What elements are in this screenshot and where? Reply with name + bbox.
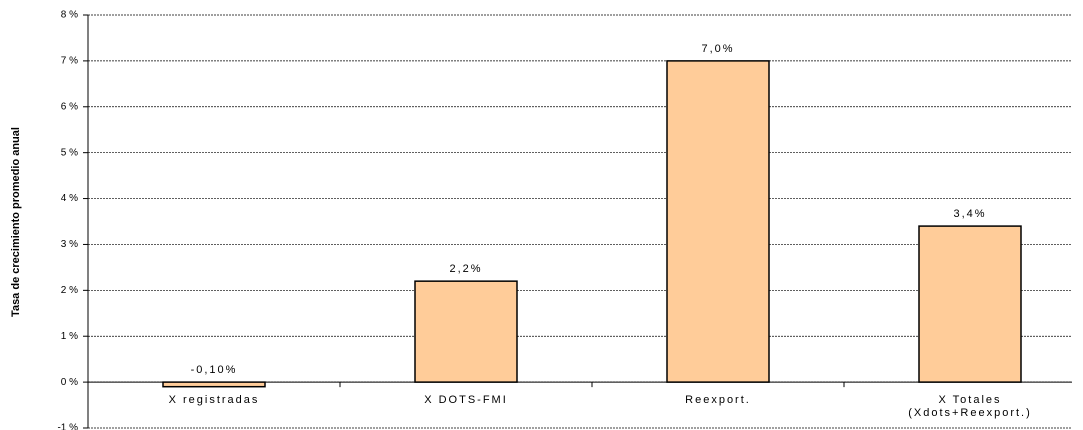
bar — [918, 225, 1022, 383]
value-label: 7,0% — [701, 43, 734, 55]
bar — [414, 280, 518, 383]
bar — [666, 60, 770, 383]
x-tick-label: Reexport. — [685, 394, 751, 406]
y-tick-label: 4 % — [61, 193, 78, 204]
y-tick-label: 5 % — [61, 147, 78, 158]
value-label: 2,2% — [449, 263, 482, 275]
x-tick-label: X Totales (Xdots+Reexport.) — [908, 394, 1032, 419]
y-tick-label: 7 % — [61, 56, 78, 67]
y-tick-label: 8 % — [61, 10, 78, 21]
x-tick-label: X DOTS-FMI — [424, 394, 508, 406]
bar — [162, 381, 266, 388]
y-tick-label: -1 % — [57, 423, 78, 430]
y-tick-label: 1 % — [61, 331, 78, 342]
y-tick-label: 6 % — [61, 101, 78, 112]
y-tick-label: 0 % — [61, 377, 78, 388]
x-tick-label: X registradas — [169, 394, 260, 406]
y-tick-label: 2 % — [61, 285, 78, 296]
value-label: 3,4% — [953, 208, 986, 220]
value-label: -0,10% — [191, 364, 238, 376]
y-axis-label: Tasa de crecimiento promedio anual — [10, 127, 22, 317]
y-tick-label: 3 % — [61, 239, 78, 250]
